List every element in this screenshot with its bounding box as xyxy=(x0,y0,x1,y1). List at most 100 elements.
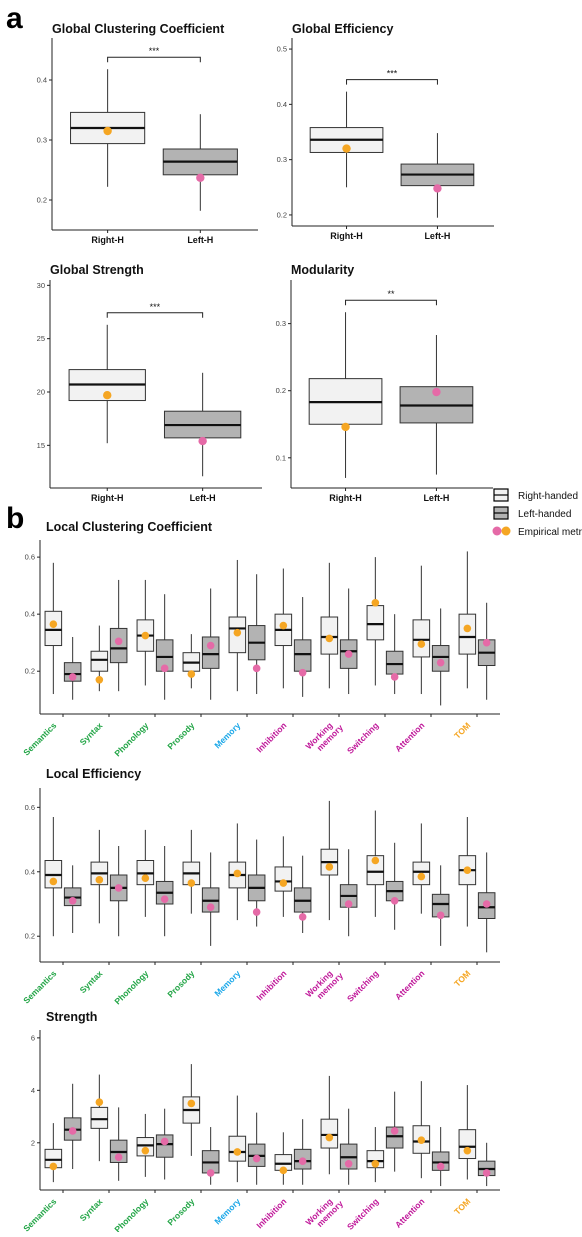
chart-5: Local Clustering Coefficient0.20.40.6Sem… xyxy=(21,520,500,758)
legend-point-right xyxy=(502,527,511,536)
x-tick-label: Prosody xyxy=(165,968,196,999)
panel-letter-b: b xyxy=(6,502,24,535)
box-left-phonology-point xyxy=(161,665,169,673)
box-left-phonology-point xyxy=(161,895,169,903)
y-tick-label: 0.1 xyxy=(276,453,286,462)
box-right-prosody-point xyxy=(188,879,196,887)
box-left-tom-point xyxy=(483,900,491,908)
y-tick-label: 15 xyxy=(37,441,45,450)
box-right-inhibition-box xyxy=(275,867,292,891)
chart-title: Global Strength xyxy=(50,263,144,277)
panel-letter-a: a xyxy=(6,2,23,35)
x-tick-label: Memory xyxy=(212,1196,242,1226)
box-left-working-memory-point xyxy=(345,900,353,908)
box-left-inhibition-point xyxy=(299,913,307,921)
y-tick-label: 0.3 xyxy=(277,155,287,164)
box-right-semantics-point xyxy=(50,878,58,886)
chart-title: Local Clustering Coefficient xyxy=(46,520,213,534)
legend-label-empirical: Empirical metrics xyxy=(518,527,582,538)
box-right-working-memory-point xyxy=(326,635,334,643)
significance-label: ** xyxy=(387,289,395,299)
x-tick-label: Workingmemory xyxy=(303,1192,345,1232)
x-tick-label: Prosody xyxy=(165,1196,196,1227)
box-left-semantics-point xyxy=(69,897,77,905)
box-left-h-point xyxy=(198,437,206,445)
x-tick-label: Right-H xyxy=(91,235,124,245)
box-right-prosody-point xyxy=(188,670,196,678)
box-right-h-point xyxy=(342,144,350,152)
charts: Global Clustering Coefficient0.20.30.4Ri… xyxy=(21,22,500,1232)
box-right-attention-point xyxy=(418,640,426,648)
y-tick-label: 0.6 xyxy=(25,803,35,812)
box-right-semantics-point xyxy=(50,620,58,628)
x-tick-label: Right-H xyxy=(329,493,362,503)
x-tick-label: Workingmemory xyxy=(303,964,345,1006)
box-left-prosody-point xyxy=(207,642,215,650)
box-left-prosody-point xyxy=(207,1169,215,1177)
box-right-h-point xyxy=(103,127,111,135)
box-right-prosody-point xyxy=(188,1100,196,1108)
box-right-tom-point xyxy=(464,866,472,874)
y-tick-label: 2 xyxy=(31,1138,35,1147)
chart-title: Modularity xyxy=(291,263,354,277)
box-right-phonology-point xyxy=(142,632,150,640)
x-tick-label: Syntax xyxy=(78,968,105,995)
x-tick-label: TOM xyxy=(452,968,472,988)
y-tick-label: 0.2 xyxy=(25,667,35,676)
legend: Right-handed Left-handed Empirical metri… xyxy=(493,489,582,538)
y-tick-label: 0.2 xyxy=(25,932,35,941)
y-tick-label: 0.2 xyxy=(37,196,47,205)
box-left-inhibition-point xyxy=(299,669,307,677)
box-left-attention-point xyxy=(437,659,445,667)
box-left-working-memory-point xyxy=(345,1160,353,1168)
box-left-memory-point xyxy=(253,665,261,673)
box-left-syntax-point xyxy=(115,637,123,645)
box-right-phonology-point xyxy=(142,874,150,882)
chart-title: Strength xyxy=(46,1010,97,1024)
box-right-working-memory-point xyxy=(326,863,334,871)
y-tick-label: 0.2 xyxy=(277,210,287,219)
legend-item-empirical: Empirical metrics xyxy=(493,527,582,539)
box-right-syntax-point xyxy=(96,1098,104,1106)
significance-bracket xyxy=(347,80,438,85)
box-left-h-point xyxy=(196,174,204,182)
x-tick-label: TOM xyxy=(452,1196,472,1216)
box-left-attention-point xyxy=(437,1163,445,1171)
box-right-tom-point xyxy=(464,625,472,633)
legend-item-right-handed: Right-handed xyxy=(494,489,578,502)
y-tick-label: 20 xyxy=(37,388,45,397)
box-left-inhibition-point xyxy=(299,1157,307,1165)
box-left-tom-point xyxy=(483,1169,491,1177)
significance-bracket xyxy=(346,300,437,305)
box-right-switching-point xyxy=(372,1160,380,1168)
box-left-attention-box xyxy=(432,646,449,672)
box-right-syntax-box xyxy=(91,1107,108,1128)
box-right-syntax-point xyxy=(96,676,104,684)
x-tick-label: Switching xyxy=(345,1196,380,1231)
box-left-prosody-box xyxy=(202,637,219,668)
x-tick-label: Left-H xyxy=(187,235,213,245)
box-right-working-memory-box xyxy=(321,1119,338,1148)
x-tick-label: Semantics xyxy=(21,720,58,757)
y-tick-label: 0.2 xyxy=(276,386,286,395)
box-left-prosody-point xyxy=(207,903,215,911)
box-right-inhibition-point xyxy=(280,622,288,630)
y-tick-label: 0.4 xyxy=(277,100,287,109)
box-right-attention-box xyxy=(413,620,430,657)
x-tick-label: Inhibition xyxy=(254,720,288,754)
box-right-switching-box xyxy=(367,606,384,640)
box-right-semantics-box xyxy=(45,611,62,645)
y-tick-label: 0.6 xyxy=(25,553,35,562)
x-tick-label: Memory xyxy=(212,968,242,998)
legend-item-left-handed: Left-handed xyxy=(494,507,571,520)
x-tick-label: Semantics xyxy=(21,968,58,1005)
x-tick-label: Phonology xyxy=(112,720,150,758)
y-tick-label: 0.4 xyxy=(37,76,47,85)
box-right-phonology-point xyxy=(142,1147,150,1155)
x-tick-label: Syntax xyxy=(78,720,105,747)
chart-title: Local Efficiency xyxy=(46,767,141,781)
box-left-memory-point xyxy=(253,1155,261,1163)
